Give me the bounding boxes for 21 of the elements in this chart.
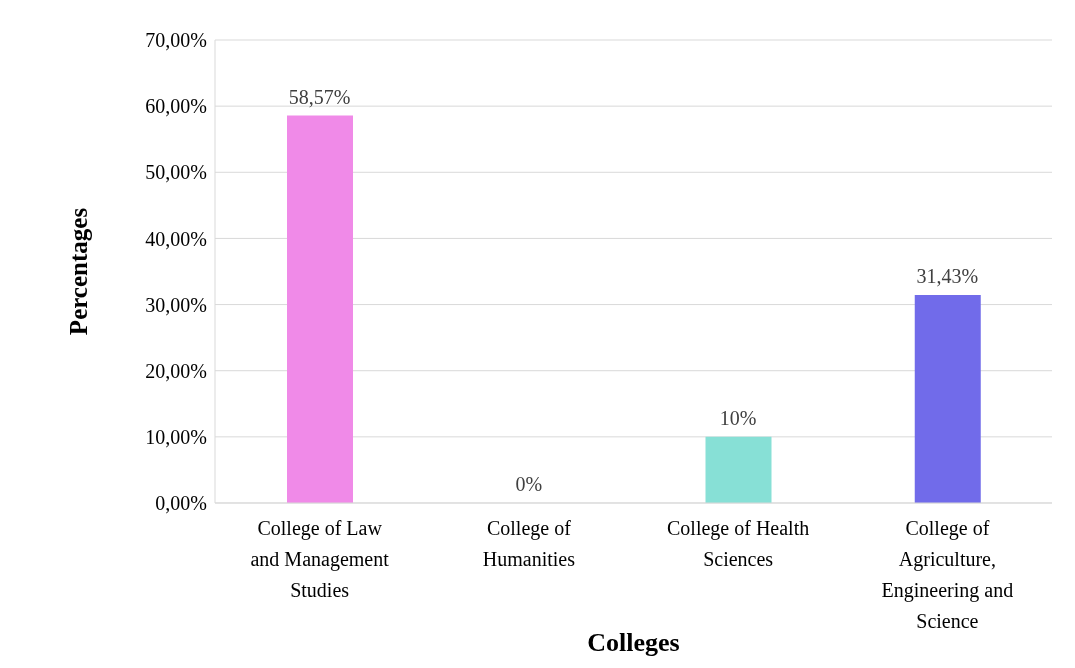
y-tick-label: 0,00% — [155, 492, 207, 515]
x-tick-label: College of Humanities — [482, 517, 576, 570]
data-label: 10% — [719, 406, 757, 429]
data-label: 58,57% — [288, 85, 351, 108]
data-label: 31,43% — [916, 265, 979, 288]
y-tick-label: 20,00% — [145, 359, 207, 382]
x-tick-label: College of Law and Management Studies — [250, 517, 390, 601]
y-tick-label: 50,00% — [145, 161, 207, 184]
y-tick-label: 30,00% — [145, 293, 207, 316]
bar — [287, 115, 353, 503]
data-label: 0% — [515, 473, 543, 495]
bar — [914, 295, 981, 503]
y-axis-title: Percentages — [64, 207, 92, 336]
y-tick-label: 40,00% — [145, 227, 207, 250]
x-axis-title: Colleges — [587, 628, 680, 657]
x-tick-label: College of Agriculture, Engineering and Science — [881, 517, 1014, 632]
y-tick-label: 60,00% — [145, 95, 207, 118]
x-tick-label: College of Health Sciences — [667, 517, 810, 570]
y-tick-label: 10,00% — [145, 425, 207, 448]
y-tick-label: 70,00% — [145, 29, 207, 52]
bar — [705, 436, 772, 503]
